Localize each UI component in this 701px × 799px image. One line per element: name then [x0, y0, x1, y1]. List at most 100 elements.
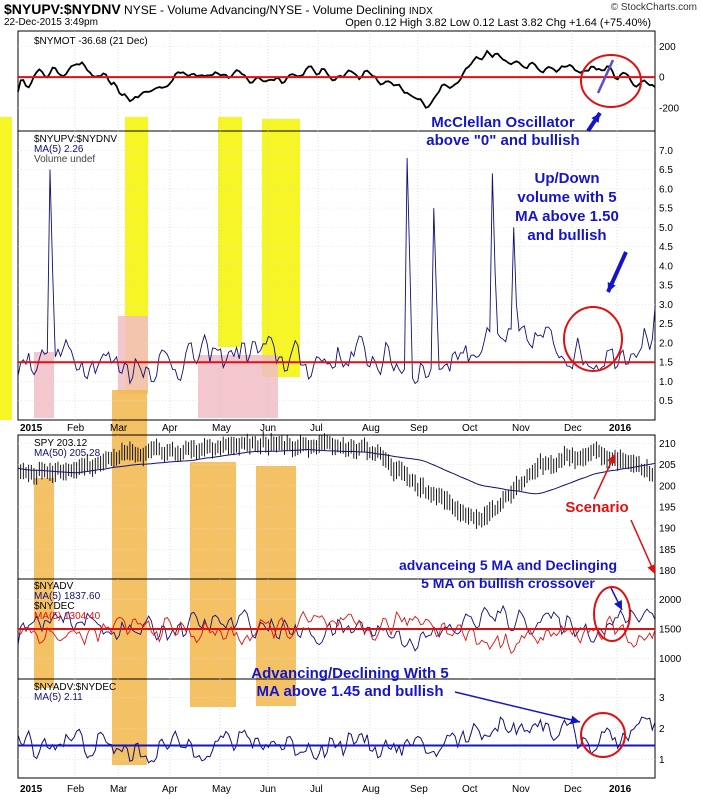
tick-label-nymot-1: 0	[659, 73, 665, 84]
tick-label-updown-3: 5.5	[659, 204, 673, 215]
tick-label-updown-11: 1.5	[659, 358, 673, 369]
month-label-bottom-1: Feb	[67, 784, 85, 795]
legend-updown-2: Volume undef	[34, 154, 95, 165]
tick-label-spy-6: 180	[659, 566, 676, 577]
month-label-mid-6: Jul	[310, 423, 323, 434]
arrow-updown-head	[607, 282, 616, 292]
highlight-circle-0	[580, 54, 642, 108]
tick-label-advdec-0: 2000	[659, 595, 682, 606]
chart-title: $NYUPV:$NYDNV NYSE - Volume Advancing/NY…	[4, 1, 433, 17]
highlight-circle-3	[580, 712, 626, 758]
tick-label-spy-2: 200	[659, 481, 676, 492]
tick-label-updown-4: 5.0	[659, 223, 673, 234]
annotation-updown-2: MA above 1.50	[515, 208, 619, 225]
watermark: © StockCharts.com	[610, 2, 697, 13]
legend-ratio-0: $NYADV:$NYDEC	[34, 682, 116, 693]
legend-advdec-0: $NYADV	[34, 581, 74, 592]
month-label-mid-0: 2015	[20, 423, 43, 434]
tick-label-nymot-0: 200	[659, 42, 676, 53]
ohlc-readout: Open 0.12 High 3.82 Low 0.12 Last 3.82 C…	[345, 17, 651, 29]
month-label-bottom-0: 2015	[20, 784, 43, 795]
month-label-mid-8: Sep	[410, 423, 428, 434]
month-label-mid-11: Dec	[564, 423, 582, 434]
arrow-nymot-head	[591, 113, 600, 123]
pink-highlight-jan	[34, 352, 54, 418]
month-label-bottom-4: May	[212, 784, 231, 795]
tick-label-advdec-2: 1000	[659, 654, 682, 665]
arrow-advdec-head	[614, 600, 622, 610]
annotation-advdec-0: advanceing 5 MA and Declinging	[399, 557, 617, 573]
month-label-mid-10: Nov	[512, 423, 530, 434]
series-line-nymot	[17, 49, 656, 109]
legend-updown-1: MA(5) 2.26	[34, 144, 84, 155]
month-label-bottom-9: Oct	[462, 784, 478, 795]
tick-label-ratio-2: 1	[659, 755, 665, 766]
annotation-updown-0: Up/Down	[535, 170, 600, 187]
orange-highlight-jun	[256, 466, 296, 706]
tick-label-updown-8: 3.0	[659, 300, 673, 311]
arrow-ratio	[454, 691, 581, 723]
month-label-bottom-10: Nov	[512, 784, 530, 795]
panel-frame-updown	[17, 130, 656, 421]
legend-spy-0: SPY 203.12	[34, 438, 88, 449]
tick-label-spy-5: 185	[659, 545, 676, 556]
tick-label-spy-1: 205	[659, 460, 676, 471]
tick-label-updown-7: 3.5	[659, 281, 673, 292]
tick-label-updown-1: 6.5	[659, 165, 673, 176]
month-label-bottom-8: Sep	[410, 784, 428, 795]
series-line-updown	[17, 157, 656, 385]
month-label-mid-9: Oct	[462, 423, 478, 434]
annotation-updown-1: volume with 5	[517, 189, 616, 206]
yellow-highlight-may	[218, 117, 242, 347]
tick-label-advdec-1: 1500	[659, 625, 682, 636]
yellow-highlight-left	[0, 117, 12, 420]
tick-label-spy-4: 190	[659, 524, 676, 535]
annotation-nymot-1: above "0" and bullish	[426, 132, 579, 149]
legend-advdec-2: $NYDEC	[34, 601, 75, 612]
annotation-advdec-1: 5 MA on bullish crossover	[421, 575, 595, 591]
month-label-mid-1: Feb	[67, 423, 85, 434]
tick-label-updown-5: 4.5	[659, 242, 673, 253]
month-label-mid-7: Aug	[362, 423, 380, 434]
month-label-mid-12: 2016	[609, 423, 632, 434]
legend-advdec-1: MA(5) 1837.60	[34, 591, 101, 602]
legend-updown-0: $NYUPV:$NYDNV	[34, 134, 117, 145]
arrow-scenario-up-head	[607, 454, 616, 464]
annotation-ratio-1: MA above 1.45 and bullish	[257, 683, 444, 700]
date-stamp: 22-Dec-2015 3:49pm	[4, 17, 98, 28]
tick-label-updown-0: 7.0	[659, 146, 673, 157]
tick-label-nymot-2: -200	[659, 103, 679, 114]
projection-line-nymot	[596, 59, 615, 94]
annotation-spy-0: Scenario	[565, 499, 628, 516]
tick-label-updown-12: 1.0	[659, 377, 673, 388]
annotation-ratio-0: Advancing/Declining With 5	[251, 665, 448, 682]
month-label-bottom-12: 2016	[609, 784, 632, 795]
tick-label-spy-0: 210	[659, 439, 676, 450]
exchange: INDX	[408, 6, 433, 17]
tick-label-updown-6: 4.0	[659, 261, 673, 272]
arrow-scenario-down-head	[647, 564, 656, 574]
pink-highlight-may	[198, 355, 278, 418]
legend-advdec-3: MA(5) 1304.40	[34, 611, 101, 622]
month-label-bottom-7: Aug	[362, 784, 380, 795]
month-label-mid-5: Jun	[260, 423, 276, 434]
legend-nymot-0: $NYMOT -36.68 (21 Dec)	[34, 36, 148, 47]
orange-highlight-jan	[34, 478, 54, 688]
tick-label-updown-13: 0.5	[659, 396, 673, 407]
month-label-mid-2: Mar	[110, 423, 128, 434]
month-label-bottom-2: Mar	[110, 784, 128, 795]
series-line-spy-ma50	[17, 449, 656, 495]
highlight-circle-2	[593, 586, 631, 642]
month-label-mid-4: May	[212, 423, 231, 434]
month-label-mid-3: Apr	[162, 423, 178, 434]
legend-spy-1: MA(50) 205.28	[34, 448, 101, 459]
tick-label-updown-2: 6.0	[659, 184, 673, 195]
orange-highlight-may	[190, 462, 236, 707]
month-label-bottom-11: Dec	[564, 784, 582, 795]
series-line-adv	[17, 604, 656, 652]
tick-label-spy-3: 195	[659, 503, 676, 514]
tick-label-updown-9: 2.5	[659, 319, 673, 330]
month-label-bottom-5: Jun	[260, 784, 276, 795]
series-line-dec	[17, 610, 656, 655]
